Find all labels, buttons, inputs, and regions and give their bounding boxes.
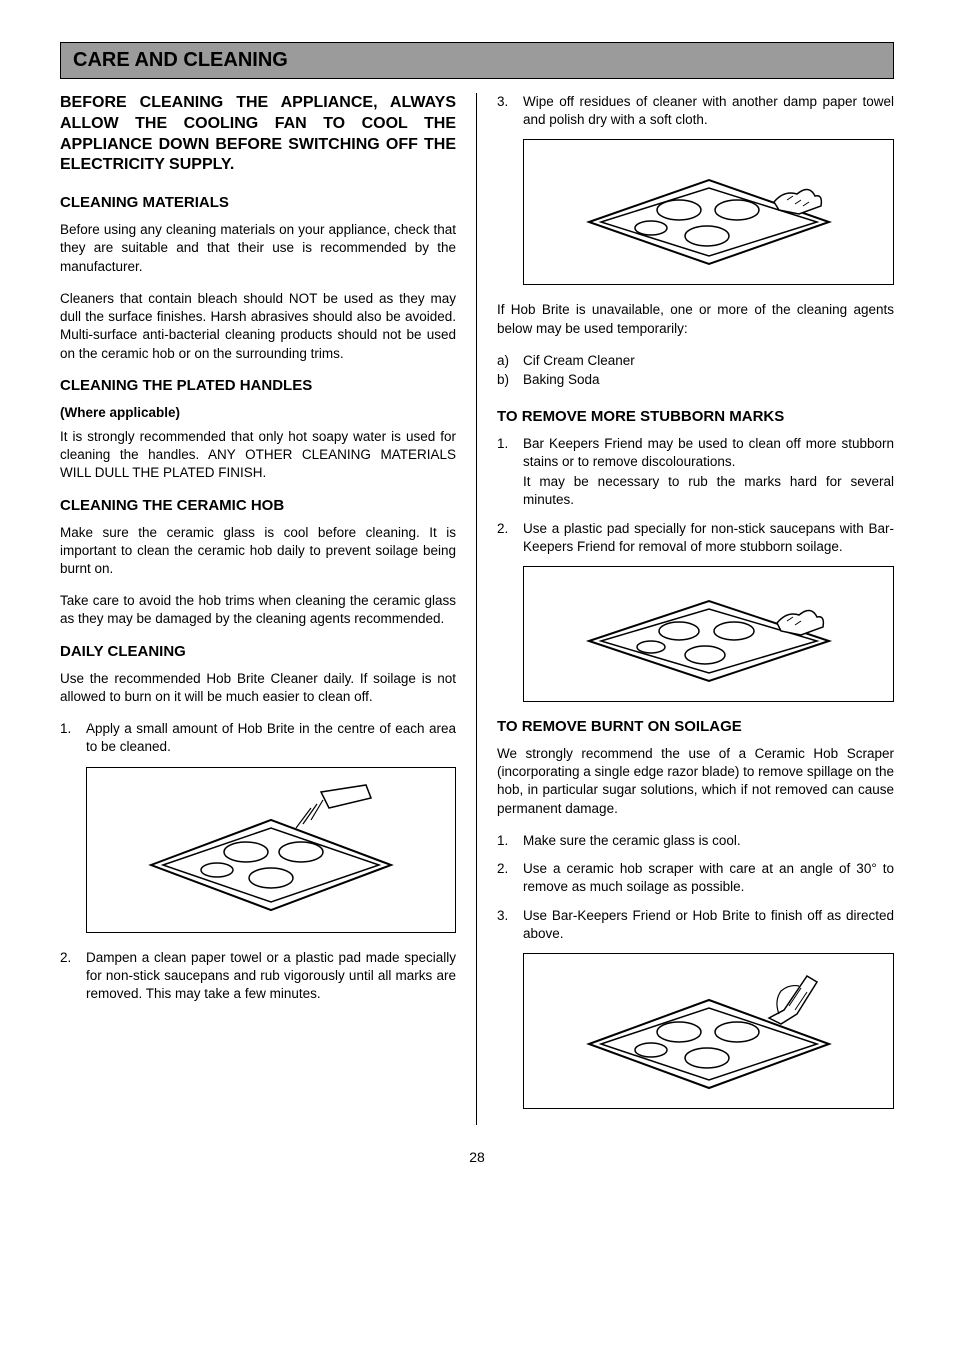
- burnt-steps-list: Make sure the ceramic glass is cool. Use…: [497, 832, 894, 943]
- warning-text: BEFORE CLEANING THE APPLIANCE, ALWAYS AL…: [60, 93, 456, 176]
- para-daily: Use the recommended Hob Brite Cleaner da…: [60, 670, 456, 706]
- daily-steps-list-right: Wipe off residues of cleaner with anothe…: [497, 93, 894, 129]
- heading-ceramic-hob: CLEANING THE CERAMIC HOB: [60, 497, 456, 514]
- para-burnt: We strongly recommend the use of a Ceram…: [497, 745, 894, 818]
- daily-steps-list-cont: Dampen a clean paper towel or a plastic …: [60, 949, 456, 1004]
- figure-apply-cleaner: [86, 767, 456, 933]
- alt-cleaner-a: a)Cif Cream Cleaner: [497, 352, 894, 371]
- section-title-bar: CARE AND CLEANING: [60, 42, 894, 79]
- figure-wipe-cloth: [523, 139, 894, 285]
- figure-scrub-pad: [523, 566, 894, 702]
- section-title: CARE AND CLEANING: [73, 49, 881, 72]
- alt-b-label: Baking Soda: [523, 372, 600, 387]
- daily-step-2: Dampen a clean paper towel or a plastic …: [60, 949, 456, 1004]
- stubborn-1a: Bar Keepers Friend may be used to clean …: [523, 436, 894, 469]
- figure-scraper: [523, 953, 894, 1109]
- hob-drip-icon: [141, 780, 401, 920]
- para-materials-1: Before using any cleaning materials on y…: [60, 221, 456, 276]
- burnt-step-1: Make sure the ceramic glass is cool.: [497, 832, 894, 850]
- subheading-where-applicable: (Where applicable): [60, 404, 456, 422]
- heading-stubborn-marks: TO REMOVE MORE STUBBORN MARKS: [497, 408, 894, 425]
- alt-a-label: Cif Cream Cleaner: [523, 353, 635, 368]
- hob-scrub-icon: [579, 579, 839, 689]
- heading-plated-handles: CLEANING THE PLATED HANDLES: [60, 377, 456, 394]
- alternative-cleaners-list: a)Cif Cream Cleaner b)Baking Soda: [497, 352, 894, 390]
- para-ceramic-2: Take care to avoid the hob trims when cl…: [60, 592, 456, 628]
- daily-step-3: Wipe off residues of cleaner with anothe…: [497, 93, 894, 129]
- two-column-layout: BEFORE CLEANING THE APPLIANCE, ALWAYS AL…: [60, 93, 894, 1125]
- heading-daily-cleaning: DAILY CLEANING: [60, 643, 456, 660]
- right-column: Wipe off residues of cleaner with anothe…: [477, 93, 894, 1125]
- burnt-step-2: Use a ceramic hob scraper with care at a…: [497, 860, 894, 896]
- heading-cleaning-materials: CLEANING MATERIALS: [60, 194, 456, 211]
- daily-step-1: Apply a small amount of Hob Brite in the…: [60, 720, 456, 756]
- para-unavailable: If Hob Brite is unavailable, one or more…: [497, 301, 894, 337]
- daily-steps-list: Apply a small amount of Hob Brite in the…: [60, 720, 456, 756]
- para-materials-2: Cleaners that contain bleach should NOT …: [60, 290, 456, 363]
- hob-scraper-icon: [579, 966, 839, 1096]
- alt-cleaner-b: b)Baking Soda: [497, 371, 894, 390]
- heading-burnt-soilage: TO REMOVE BURNT ON SOILAGE: [497, 718, 894, 735]
- burnt-step-3: Use Bar-Keepers Friend or Hob Brite to f…: [497, 907, 894, 943]
- stubborn-step-2: Use a plastic pad specially for non-stic…: [497, 520, 894, 556]
- stubborn-1b: It may be necessary to rub the marks har…: [523, 473, 894, 509]
- para-ceramic-1: Make sure the ceramic glass is cool befo…: [60, 524, 456, 579]
- left-column: BEFORE CLEANING THE APPLIANCE, ALWAYS AL…: [60, 93, 477, 1125]
- stubborn-step-1: Bar Keepers Friend may be used to clean …: [497, 435, 894, 510]
- page-number: 28: [60, 1149, 894, 1165]
- para-handles: It is strongly recommended that only hot…: [60, 428, 456, 483]
- hob-wipe-icon: [579, 152, 839, 272]
- stubborn-steps-list: Bar Keepers Friend may be used to clean …: [497, 435, 894, 556]
